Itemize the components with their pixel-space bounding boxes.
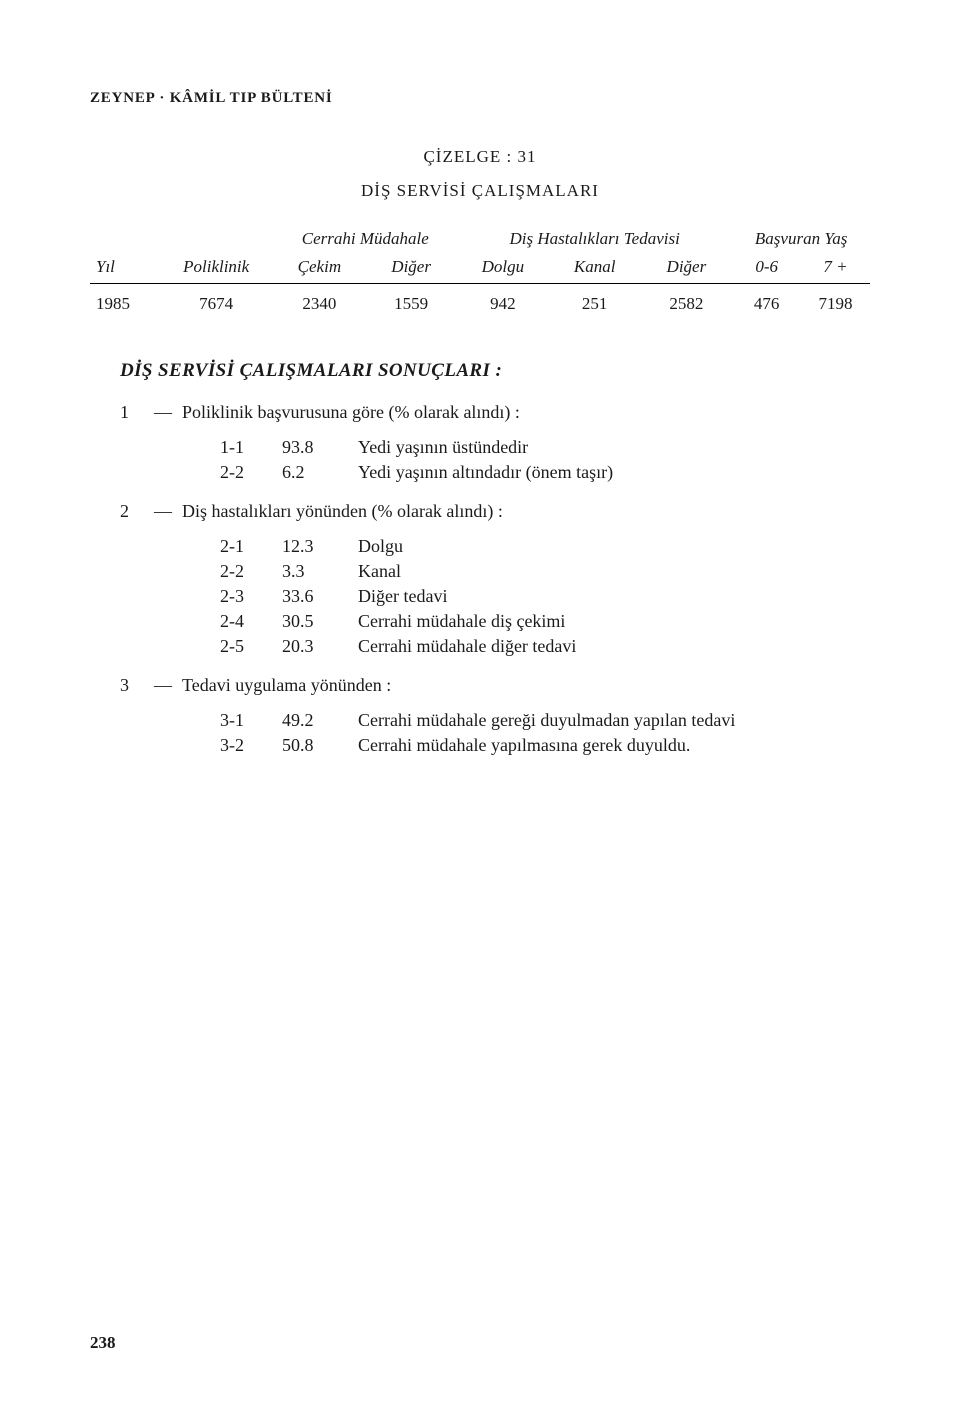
pair-code: 2-1 bbox=[220, 536, 262, 557]
pair-row: 3-1 49.2 Cerrahi müdahale gereği duyulma… bbox=[220, 710, 870, 731]
pair-list: 2-1 12.3 Dolgu 2-2 3.3 Kanal 2-3 33.6 Di… bbox=[220, 536, 870, 657]
th-poliklinik: Poliklinik bbox=[159, 253, 274, 284]
th-group-empty bbox=[159, 225, 274, 253]
page-number: 238 bbox=[90, 1333, 116, 1353]
pair-row: 2-2 3.3 Kanal bbox=[220, 561, 870, 582]
section-heading: 1 — Poliklinik başvurusuna göre (% olara… bbox=[120, 402, 870, 423]
pair-code: 2-4 bbox=[220, 611, 262, 632]
td-diger-dht: 2582 bbox=[641, 284, 733, 321]
pair-code: 2-2 bbox=[220, 561, 262, 582]
journal-header: ZEYNEP · KÂMİL TIP BÜLTENİ bbox=[90, 90, 870, 107]
document-page: ZEYNEP · KÂMİL TIP BÜLTENİ ÇİZELGE : 31 … bbox=[0, 0, 960, 1411]
pair-desc: Kanal bbox=[358, 561, 870, 582]
th-yil: Yıl bbox=[90, 253, 159, 284]
dash: — bbox=[154, 501, 172, 522]
dash: — bbox=[154, 402, 172, 423]
pair-desc: Yedi yaşının üstündedir bbox=[358, 437, 870, 458]
th-dolgu: Dolgu bbox=[457, 253, 549, 284]
th-group-yas: Başvuran Yaş bbox=[732, 225, 870, 253]
pair-val: 33.6 bbox=[282, 586, 338, 607]
dash: — bbox=[154, 675, 172, 696]
pair-row: 2-4 30.5 Cerrahi müdahale diş çekimi bbox=[220, 611, 870, 632]
pair-val: 93.8 bbox=[282, 437, 338, 458]
th-group-dis: Diş Hastalıkları Tedavisi bbox=[457, 225, 732, 253]
pair-row: 1-1 93.8 Yedi yaşının üstündedir bbox=[220, 437, 870, 458]
pair-code: 3-1 bbox=[220, 710, 262, 731]
results-title: DİŞ SERVİSİ ÇALIŞMALARI SONUÇLARI : bbox=[120, 360, 870, 382]
pair-desc: Cerrahi müdahale diş çekimi bbox=[358, 611, 870, 632]
data-table-wrap: Cerrahi Müdahale Diş Hastalıkları Tedavi… bbox=[90, 225, 870, 320]
results-section: DİŞ SERVİSİ ÇALIŞMALARI SONUÇLARI : 1 — … bbox=[120, 360, 870, 756]
section-num: 3 bbox=[120, 675, 154, 696]
pair-list: 3-1 49.2 Cerrahi müdahale gereği duyulma… bbox=[220, 710, 870, 756]
td-06: 476 bbox=[732, 284, 801, 321]
table-title: DİŞ SERVİSİ ÇALIŞMALARI bbox=[90, 181, 870, 201]
td-yil: 1985 bbox=[90, 284, 159, 321]
section-text: Diş hastalıkları yönünden (% olarak alın… bbox=[182, 501, 503, 522]
data-table: Cerrahi Müdahale Diş Hastalıkları Tedavi… bbox=[90, 225, 870, 320]
pair-code: 2-3 bbox=[220, 586, 262, 607]
pair-desc: Cerrahi müdahale gereği duyulmadan yapıl… bbox=[358, 710, 870, 731]
pair-desc: Cerrahi müdahale diğer tedavi bbox=[358, 636, 870, 657]
pair-code: 2-2 bbox=[220, 462, 262, 483]
th-cekim: Çekim bbox=[274, 253, 366, 284]
pair-val: 49.2 bbox=[282, 710, 338, 731]
td-7p: 7198 bbox=[801, 284, 870, 321]
pair-val: 20.3 bbox=[282, 636, 338, 657]
pair-code: 2-5 bbox=[220, 636, 262, 657]
pair-val: 50.8 bbox=[282, 735, 338, 756]
pair-row: 2-3 33.6 Diğer tedavi bbox=[220, 586, 870, 607]
table-row: 1985 7674 2340 1559 942 251 2582 476 719… bbox=[90, 284, 870, 321]
pair-list: 1-1 93.8 Yedi yaşının üstündedir 2-2 6.2… bbox=[220, 437, 870, 483]
pair-desc: Cerrahi müdahale yapılmasına gerek duyul… bbox=[358, 735, 870, 756]
th-06: 0-6 bbox=[732, 253, 801, 284]
td-dolgu: 942 bbox=[457, 284, 549, 321]
section-heading: 2 — Diş hastalıkları yönünden (% olarak … bbox=[120, 501, 870, 522]
section-text: Poliklinik başvurusuna göre (% olarak al… bbox=[182, 402, 520, 423]
th-kanal: Kanal bbox=[549, 253, 641, 284]
th-group-cerrahi: Cerrahi Müdahale bbox=[274, 225, 458, 253]
th-group-empty bbox=[90, 225, 159, 253]
pair-desc: Yedi yaşının altındadır (önem taşır) bbox=[358, 462, 870, 483]
td-poliklinik: 7674 bbox=[159, 284, 274, 321]
pair-row: 2-2 6.2 Yedi yaşının altındadır (önem ta… bbox=[220, 462, 870, 483]
td-diger-cm: 1559 bbox=[365, 284, 457, 321]
pair-code: 1-1 bbox=[220, 437, 262, 458]
th-7p: 7 + bbox=[801, 253, 870, 284]
section-heading: 3 — Tedavi uygulama yönünden : bbox=[120, 675, 870, 696]
section-num: 1 bbox=[120, 402, 154, 423]
pair-desc: Dolgu bbox=[358, 536, 870, 557]
pair-row: 2-1 12.3 Dolgu bbox=[220, 536, 870, 557]
th-diger-dht: Diğer bbox=[641, 253, 733, 284]
pair-val: 12.3 bbox=[282, 536, 338, 557]
pair-row: 2-5 20.3 Cerrahi müdahale diğer tedavi bbox=[220, 636, 870, 657]
pair-val: 3.3 bbox=[282, 561, 338, 582]
section-text: Tedavi uygulama yönünden : bbox=[182, 675, 391, 696]
td-cekim: 2340 bbox=[274, 284, 366, 321]
th-diger-cm: Diğer bbox=[365, 253, 457, 284]
pair-row: 3-2 50.8 Cerrahi müdahale yapılmasına ge… bbox=[220, 735, 870, 756]
pair-code: 3-2 bbox=[220, 735, 262, 756]
td-kanal: 251 bbox=[549, 284, 641, 321]
section-num: 2 bbox=[120, 501, 154, 522]
table-label: ÇİZELGE : 31 bbox=[90, 147, 870, 167]
pair-val: 6.2 bbox=[282, 462, 338, 483]
pair-val: 30.5 bbox=[282, 611, 338, 632]
pair-desc: Diğer tedavi bbox=[358, 586, 870, 607]
